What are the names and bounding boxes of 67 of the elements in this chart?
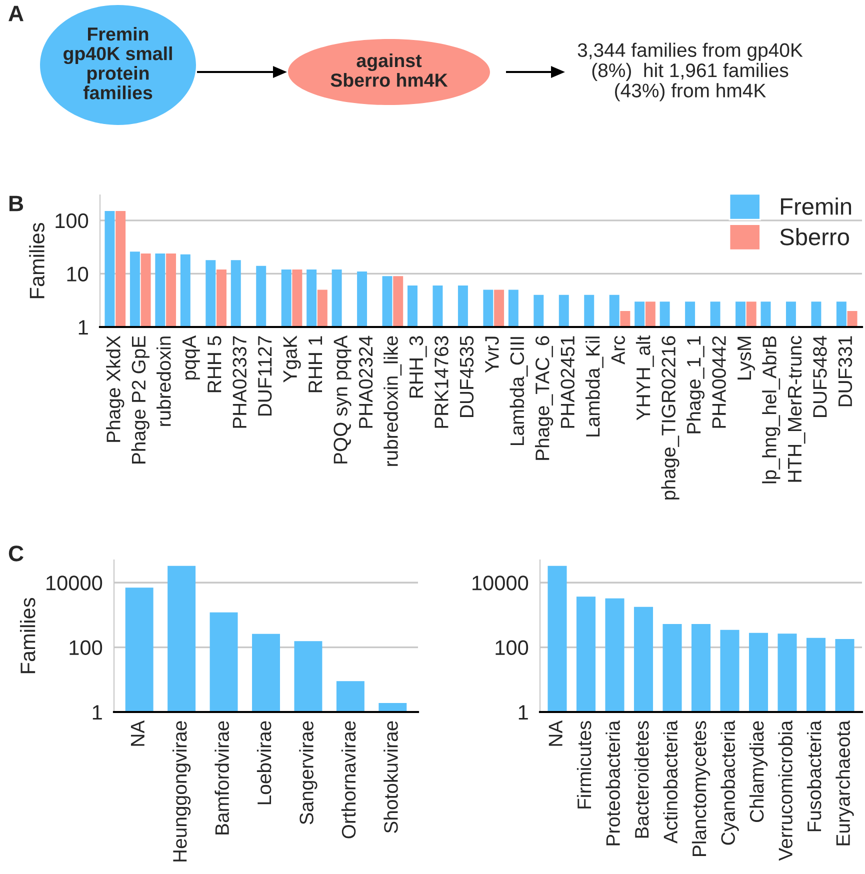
x-tick-label: YvrJ <box>485 336 499 373</box>
x-tick-label: DUF331 <box>838 336 852 406</box>
x-tick-label: HTH_MerR-trunc <box>788 336 806 482</box>
x-tick-label: Phage P2 GpE <box>131 336 150 464</box>
x-tick-label: PHA00442 <box>712 336 726 428</box>
text: A <box>8 6 24 22</box>
x-tick-label: Phage_1_1 <box>686 336 705 434</box>
y-tick-label: 100 <box>56 213 88 228</box>
y-axis-title: Families <box>20 598 36 674</box>
x-tick-label: Fusobacteria <box>806 720 822 832</box>
x-tick-label: Lambda_CIII <box>510 337 528 446</box>
x-tick-label: Phage XkdX <box>106 336 124 442</box>
x-tick-label: Actinobacteria <box>663 720 678 844</box>
y-tick-label: 1 <box>518 705 528 720</box>
x-tick-label: DUF1127 <box>258 336 272 416</box>
x-tick-label: PHA02324 <box>358 336 373 428</box>
x-tick-label: Lambda_Kil <box>585 336 604 436</box>
x-tick-label: RHH 1 <box>308 336 322 392</box>
chart-title: B <box>9 196 24 212</box>
x-tick-label: Planctomycetes <box>692 721 710 856</box>
x-tick-label: phage_TIGR02216 <box>661 336 680 500</box>
y-tick-label: 10000 <box>472 576 528 590</box>
x-tick-label: RHH_3 <box>409 336 427 398</box>
x-tick-label: LysM <box>738 336 755 380</box>
y-axis-title: Families <box>29 222 44 298</box>
y-tick-label: 1 <box>92 705 102 720</box>
x-tick-label: Orthornavirae <box>341 721 356 838</box>
x-tick-label: rubredoxin_like <box>384 336 402 466</box>
x-tick-label: Arc <box>611 336 625 364</box>
x-tick-label: RHH 5 <box>208 336 222 392</box>
text: against Sberro hm4K <box>330 53 448 87</box>
legend-label: Sberro <box>780 228 849 246</box>
x-tick-label: DUF4535 <box>460 336 474 417</box>
x-tick-label: YgaK <box>283 336 301 382</box>
x-tick-label: Firmicutes <box>576 721 592 808</box>
x-tick-label: Verrucomicrobia <box>778 720 792 861</box>
x-tick-label: Proteobacteria <box>606 720 620 846</box>
y-tick-label: 100 <box>70 640 102 656</box>
x-tick-label: PQQ syn pqqA <box>334 335 352 464</box>
text: Fremin gp40K small protein families <box>64 26 172 100</box>
x-tick-label: Euryarchaeota <box>836 720 854 846</box>
x-tick-label: Bamfordvirae <box>214 721 229 834</box>
y-tick-label: 100 <box>496 640 528 656</box>
y-tick-label: 10 <box>67 266 88 282</box>
x-tick-label: NA <box>548 720 562 746</box>
chart-title: C <box>8 546 24 562</box>
x-tick-label: PHA02451 <box>560 336 575 428</box>
x-tick-label: PRK14763 <box>434 336 448 428</box>
x-tick-label: DUF5484 <box>813 336 827 417</box>
x-tick-label: lp_hng_hel_AbrB <box>762 336 780 484</box>
x-tick-label: YHYH_alt <box>636 335 654 420</box>
x-tick-label: Sangervirae <box>299 721 318 824</box>
text: 3,344 families from gp40K (8%) hit 1,961 families (43%) from hm4K <box>578 42 803 102</box>
x-tick-label: Phage_TAC_6 <box>535 336 554 460</box>
x-tick-label: NA <box>130 720 144 746</box>
x-tick-label: Heunggongvirae <box>172 721 191 862</box>
x-tick-label: rubredoxin <box>156 336 171 426</box>
x-tick-label: pqqA <box>182 335 200 380</box>
y-tick-label: 10000 <box>46 576 102 590</box>
x-tick-label: Shotokuvirae <box>384 721 398 833</box>
x-tick-label: Loebvirae <box>256 721 272 804</box>
legend-label: Fremin <box>781 198 852 215</box>
x-tick-label: Cyanobacteria <box>720 720 739 845</box>
x-tick-label: PHA02337 <box>232 336 247 428</box>
x-tick-label: Chlamydiae <box>749 721 768 822</box>
x-tick-label: Bacteroidetes <box>634 721 649 838</box>
y-tick-label: 1 <box>78 320 88 335</box>
